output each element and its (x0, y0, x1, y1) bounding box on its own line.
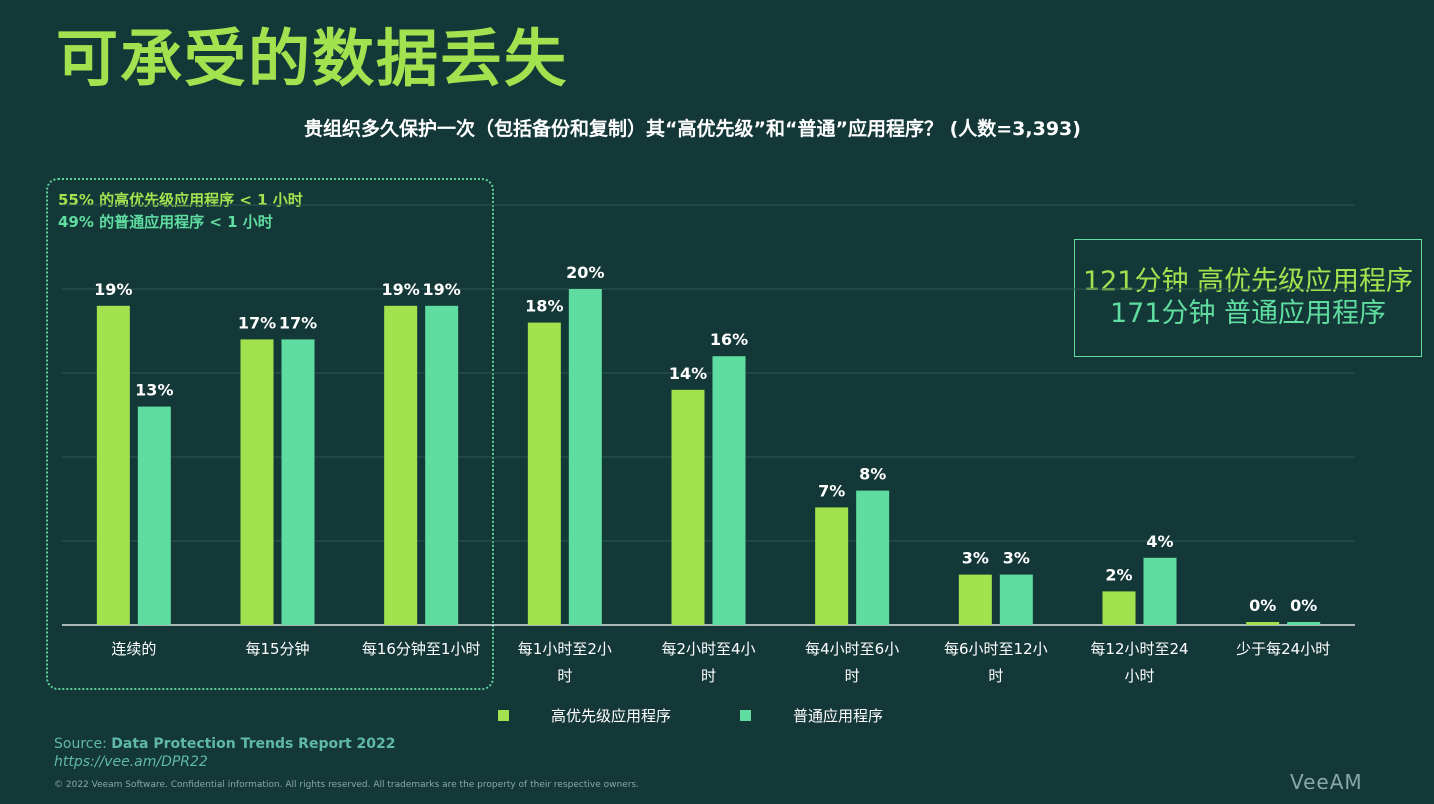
legend-high-label: 高优先级应用程序 (551, 707, 672, 725)
data-label-normal: 8% (859, 465, 886, 484)
normal-summary: 49% 的普通应用程序 < 1 小时 (58, 213, 273, 231)
data-label-normal: 3% (1003, 549, 1030, 568)
bar-high-priority (958, 574, 992, 625)
category-label: 每12小时至24 (1090, 640, 1188, 658)
average-minutes-box: 121分钟 高优先级应用程序 171分钟 普通应用程序 (1074, 239, 1422, 357)
category-label: 每6小时至12小 (944, 640, 1048, 658)
bar-normal (1287, 622, 1321, 625)
category-label: 时 (557, 667, 572, 685)
legend-high-priority: 高优先级应用程序 (498, 705, 671, 726)
bar-normal (999, 574, 1033, 625)
page-title: 可承受的数据丢失 (56, 22, 569, 95)
data-label-high-priority: 17% (238, 313, 276, 332)
source-label: Source: (54, 736, 107, 752)
category-label: 每16分钟至1小时 (362, 640, 481, 658)
data-label-high-priority: 19% (382, 280, 420, 299)
under-1-hour-highlight-box (46, 178, 494, 690)
data-label-high-priority: 2% (1105, 565, 1132, 584)
bar-high-priority (96, 305, 130, 625)
legend-normal: 普通应用程序 (740, 705, 883, 726)
data-label-high-priority: 19% (94, 280, 132, 299)
data-label-high-priority: 3% (962, 549, 989, 568)
bar-high-priority (1246, 622, 1280, 625)
category-label: 每2小时至4小 (661, 640, 755, 658)
bar-normal (425, 305, 459, 625)
bar-high-priority (1102, 591, 1136, 625)
category-label: 每15分钟 (245, 640, 309, 658)
bar-high-priority (384, 305, 418, 625)
category-label: 时 (701, 667, 716, 685)
data-label-normal: 4% (1146, 532, 1173, 551)
bar-normal (1143, 557, 1177, 625)
data-label-high-priority: 18% (525, 297, 563, 316)
data-label-normal: 19% (423, 280, 461, 299)
category-label: 少于每24小时 (1236, 640, 1330, 658)
category-label: 小时 (1124, 667, 1154, 685)
source-line: Source: Data Protection Trends Report 20… (54, 736, 396, 752)
chart-subtitle: 贵组织多久保护一次（包括备份和复制）其“高优先级”和“普通”应用程序？ (人数=… (304, 118, 1081, 140)
legend-high-swatch (498, 710, 509, 721)
category-label: 每4小时至6小 (805, 640, 899, 658)
bar-high-priority (240, 339, 274, 625)
veeam-logo: VeeAM (1290, 770, 1363, 794)
bar-high-priority (527, 322, 561, 625)
data-label-normal: 20% (566, 263, 604, 282)
bar-normal (712, 356, 746, 625)
bar-high-priority (815, 507, 849, 625)
data-label-high-priority: 14% (669, 364, 707, 383)
legend-normal-label: 普通应用程序 (793, 707, 884, 725)
bar-normal (281, 339, 315, 625)
data-label-normal: 0% (1290, 596, 1317, 615)
category-label: 连续的 (111, 640, 156, 658)
legend-normal-swatch (740, 710, 751, 721)
data-label-normal: 16% (710, 330, 748, 349)
bar-normal (568, 289, 602, 625)
data-label-normal: 17% (279, 313, 317, 332)
bar-high-priority (671, 389, 705, 625)
source-title: Data Protection Trends Report 2022 (111, 736, 396, 752)
source-url[interactable]: https://vee.am/DPR22 (54, 754, 208, 770)
bar-normal (137, 406, 171, 625)
category-label: 时 (845, 667, 860, 685)
category-label: 每1小时至2小 (518, 640, 612, 658)
high-priority-average: 121分钟 高优先级应用程序 (1082, 265, 1414, 297)
normal-average: 171分钟 普通应用程序 (1109, 298, 1387, 329)
data-label-high-priority: 7% (818, 481, 845, 500)
data-label-normal: 13% (135, 381, 173, 400)
data-label-high-priority: 0% (1249, 596, 1276, 615)
category-label: 时 (988, 667, 1003, 685)
copyright: © 2022 Veeam Software. Confidential info… (54, 780, 639, 790)
bar-normal (856, 490, 890, 625)
